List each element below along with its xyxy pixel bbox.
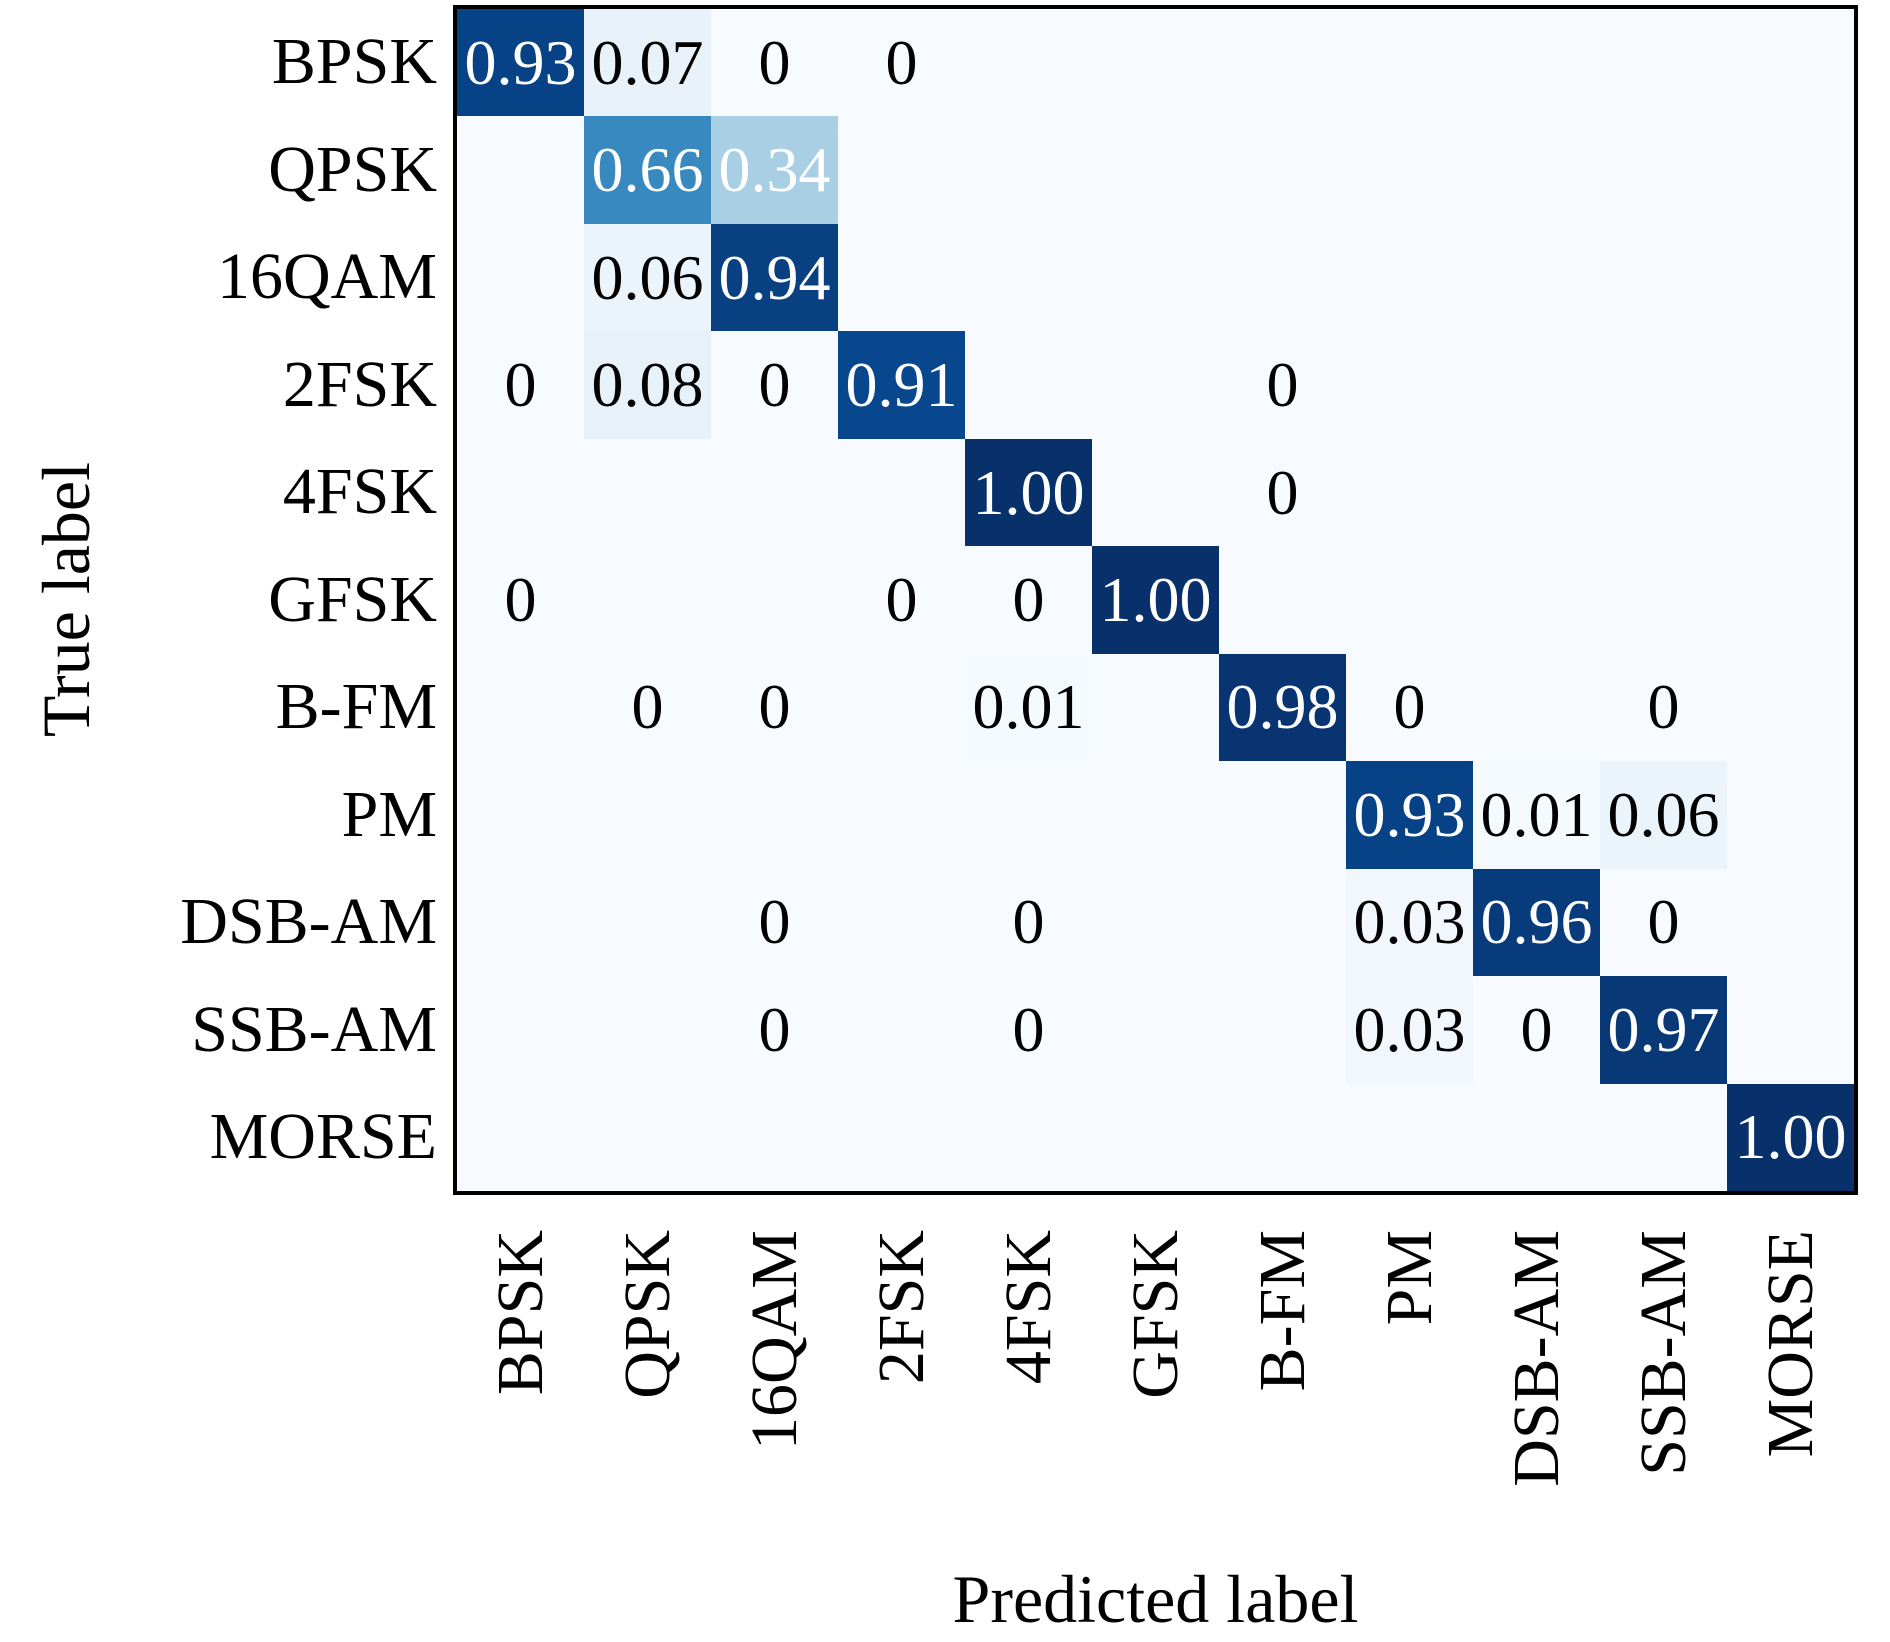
x-tick-label: 2FSK <box>838 1230 965 1570</box>
matrix-cell: 0 <box>1219 438 1346 547</box>
x-axis-title: Predicted label <box>952 1561 1359 1637</box>
matrix-cell: 0 <box>1346 653 1473 762</box>
matrix-cell: 0.34 <box>711 116 838 224</box>
x-tick-label: GFSK <box>1092 1230 1219 1570</box>
matrix-cell: 0 <box>711 976 838 1084</box>
matrix-cell: 0 <box>1600 653 1727 762</box>
matrix-cell: 0.01 <box>965 653 1092 762</box>
matrix-cell: 0 <box>711 331 838 439</box>
y-tick-label: GFSK <box>268 562 437 636</box>
y-tick-label: BPSK <box>271 25 437 99</box>
matrix-cell: 0 <box>965 546 1092 654</box>
x-tick-label: 4FSK <box>965 1230 1092 1570</box>
x-tick-label-text: GFSK <box>1118 1230 1192 1399</box>
heatmap-cells: 0.93 0.07 0 0 0.66 0.34 0.06 0.94 0 0.08 0 0.91 0 1.0… <box>457 9 1854 1191</box>
matrix-cell: 0 <box>838 546 965 654</box>
matrix-cell: 0.94 <box>711 223 838 332</box>
matrix-cell: 0 <box>838 9 965 117</box>
matrix-cell: 0 <box>965 868 1092 977</box>
matrix-cell: 0.98 <box>1219 653 1346 762</box>
matrix-cell: 0.06 <box>1600 761 1727 869</box>
matrix-cell: 0 <box>584 653 711 762</box>
matrix-cell: 0.93 <box>1346 761 1473 869</box>
y-tick-label: QPSK <box>268 132 437 206</box>
x-tick-label: PM <box>1346 1230 1473 1570</box>
matrix-cell: 0.97 <box>1600 976 1727 1084</box>
y-tick-label: MORSE <box>209 1099 437 1173</box>
matrix-cell: 0 <box>711 868 838 977</box>
y-tick-label: SSB-AM <box>191 992 437 1066</box>
matrix-cell: 0 <box>1219 331 1346 439</box>
matrix-cell: 0.08 <box>584 331 711 439</box>
y-tick-label: 4FSK <box>282 455 437 529</box>
matrix-cell: 0.66 <box>584 116 711 224</box>
x-tick-label: QPSK <box>584 1230 711 1570</box>
matrix-cell: 0 <box>711 653 838 762</box>
x-tick-label-text: QPSK <box>610 1230 684 1399</box>
x-tick-label-text: 2FSK <box>864 1230 938 1385</box>
x-tick-label-text: 16QAM <box>737 1230 811 1451</box>
x-tick-label: DSB-AM <box>1473 1230 1600 1570</box>
matrix-cell: 1.00 <box>1092 546 1219 654</box>
matrix-cell: 1.00 <box>965 438 1092 547</box>
x-tick-label-text: SSB-AM <box>1626 1230 1700 1476</box>
matrix-cell: 0.91 <box>838 331 965 439</box>
matrix-cell: 0 <box>1600 868 1727 977</box>
y-tick-label: B-FM <box>275 670 437 744</box>
y-tick-label: 2FSK <box>282 347 437 421</box>
y-tick-label: DSB-AM <box>180 885 437 959</box>
matrix-cell: 0.03 <box>1346 868 1473 977</box>
matrix-cell: 1.00 <box>1727 1083 1854 1191</box>
matrix-cell: 0 <box>965 976 1092 1084</box>
matrix-cell: 0 <box>457 331 584 439</box>
matrix-cell: 0.03 <box>1346 976 1473 1084</box>
x-tick-label: BPSK <box>457 1230 584 1570</box>
matrix-cell: 0 <box>457 546 584 654</box>
matrix-cell: 0 <box>1473 976 1600 1084</box>
matrix-cell: 0.06 <box>584 223 711 332</box>
x-tick-label: 16QAM <box>711 1230 838 1570</box>
x-tick-label-text: MORSE <box>1753 1230 1827 1458</box>
matrix-cell: 0.07 <box>584 9 711 117</box>
x-tick-label-text: 4FSK <box>991 1230 1065 1385</box>
x-tick-label-text: DSB-AM <box>1499 1230 1573 1487</box>
matrix-cell: 0.01 <box>1473 761 1600 869</box>
y-tick-label: 16QAM <box>216 240 437 314</box>
x-tick-label-text: PM <box>1372 1230 1446 1326</box>
matrix-cell: 0.93 <box>457 9 584 117</box>
y-tick-label: PM <box>341 777 437 851</box>
x-tick-label: SSB-AM <box>1600 1230 1727 1570</box>
x-tick-label-text: B-FM <box>1245 1230 1319 1392</box>
matrix-cell: 0 <box>711 9 838 117</box>
matrix-cell: 0.96 <box>1473 868 1600 977</box>
x-tick-label: B-FM <box>1219 1230 1346 1570</box>
x-tick-label-text: BPSK <box>483 1230 557 1396</box>
heatmap-plot-area: 0.93 0.07 0 0 0.66 0.34 0.06 0.94 0 0.08 0 0.91 0 1.0… <box>453 5 1858 1195</box>
x-tick-label: MORSE <box>1727 1230 1854 1570</box>
